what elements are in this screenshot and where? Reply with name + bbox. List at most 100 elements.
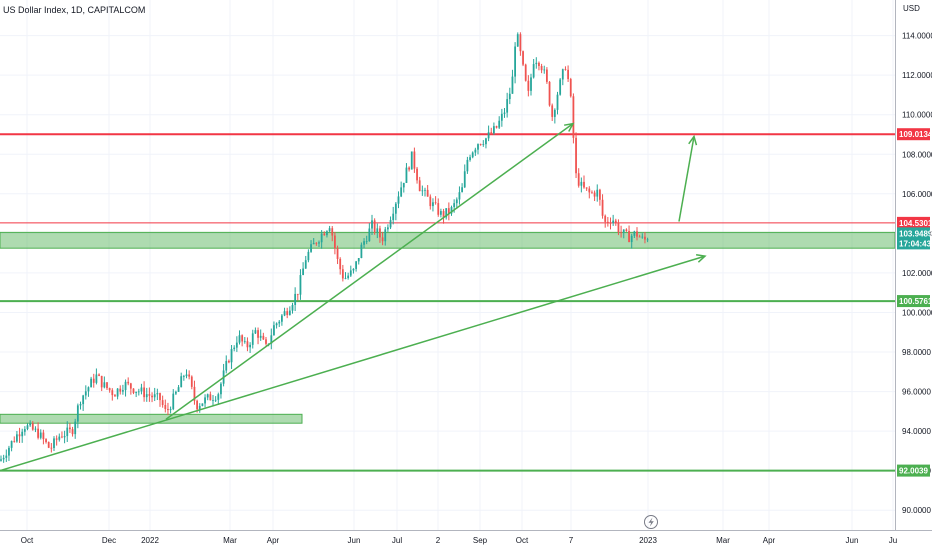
candle-body bbox=[548, 81, 551, 106]
candle-body bbox=[270, 335, 273, 344]
candle-body bbox=[161, 400, 164, 405]
time-tick-label: Ju bbox=[889, 536, 897, 545]
candle-body bbox=[209, 394, 212, 401]
zones bbox=[0, 231, 896, 424]
candle-body bbox=[119, 388, 122, 392]
candle-body bbox=[201, 403, 204, 406]
price-tick-label: 94.0000 bbox=[902, 427, 931, 436]
candle-body bbox=[204, 397, 206, 404]
candle-body bbox=[577, 173, 580, 186]
time-tick-label: Sep bbox=[473, 536, 488, 545]
candle-body bbox=[228, 360, 230, 363]
last-price-label: 103.9489 bbox=[899, 229, 932, 238]
candle-body bbox=[612, 220, 615, 224]
candle-body bbox=[37, 428, 39, 438]
horizontal-levels bbox=[0, 133, 895, 472]
candle-body bbox=[495, 126, 498, 128]
candle-body bbox=[140, 387, 143, 392]
candle-body bbox=[564, 69, 567, 71]
candle-body bbox=[591, 192, 593, 194]
candle-body bbox=[61, 436, 63, 438]
candle-body bbox=[124, 381, 127, 391]
candle-body bbox=[638, 236, 641, 238]
price-tick-label: 108.0000 bbox=[902, 150, 932, 159]
chart-title: US Dollar Index, 1D, CAPITALCOM bbox=[3, 5, 145, 15]
time-tick-label: Oct bbox=[21, 536, 34, 545]
candle-body bbox=[617, 222, 620, 233]
candle-body bbox=[243, 341, 246, 343]
candle-body bbox=[394, 203, 397, 214]
trendline bbox=[678, 136, 695, 222]
candle-body bbox=[318, 242, 320, 244]
candle-body bbox=[405, 167, 408, 183]
candle-body bbox=[628, 230, 630, 243]
candle-body bbox=[76, 405, 79, 422]
candle-body bbox=[604, 215, 607, 222]
candle-body bbox=[331, 228, 334, 236]
candle-body bbox=[45, 439, 47, 443]
candle-body bbox=[453, 203, 456, 208]
candle-body bbox=[334, 235, 336, 249]
candle-body bbox=[286, 311, 289, 315]
candle-body bbox=[455, 199, 458, 204]
candle-body bbox=[172, 393, 175, 410]
candle-body bbox=[185, 374, 188, 377]
price-tag bbox=[897, 295, 930, 308]
candle-body bbox=[532, 64, 535, 78]
candle-body bbox=[620, 232, 622, 234]
price-tag-label: 92.0039 bbox=[899, 467, 928, 476]
candle-body bbox=[410, 151, 413, 170]
candle-body bbox=[593, 192, 596, 197]
candle-body bbox=[614, 220, 617, 223]
candle-body bbox=[214, 399, 217, 401]
price-axis[interactable]: 90.000092.000094.000096.000098.0000100.0… bbox=[902, 32, 932, 516]
candle-body bbox=[235, 342, 238, 348]
candle-body bbox=[516, 34, 519, 47]
candle-body bbox=[641, 236, 644, 238]
candle-body bbox=[416, 168, 418, 181]
time-tick-label: 2 bbox=[436, 536, 441, 545]
candle-body bbox=[193, 386, 196, 401]
candle-body bbox=[575, 137, 577, 174]
candle-body bbox=[114, 395, 116, 397]
candle-body bbox=[508, 93, 511, 100]
candle-body bbox=[633, 231, 636, 236]
grid bbox=[0, 0, 895, 530]
candle-body bbox=[230, 349, 233, 363]
candle-body bbox=[63, 436, 66, 438]
candle-body bbox=[503, 112, 506, 114]
candle-body bbox=[217, 394, 220, 400]
candle-body bbox=[609, 222, 612, 224]
candle-body bbox=[278, 321, 281, 324]
time-axis[interactable]: Oct Dec 2022 Mar Apr Jun Jul 2 Sep Oct 7 2023 Mar Apr… bbox=[21, 536, 897, 545]
price-tick-label: 102.0000 bbox=[902, 269, 932, 278]
time-tick-label: Jun bbox=[846, 536, 859, 545]
candle-body bbox=[291, 304, 294, 311]
candle-body bbox=[251, 333, 254, 345]
candle-body bbox=[84, 391, 87, 396]
candle-body bbox=[180, 376, 183, 388]
countdown-label: 17:04:43 bbox=[899, 239, 932, 248]
candle-body bbox=[601, 199, 604, 216]
candle-body bbox=[137, 391, 140, 393]
candle-body bbox=[384, 229, 387, 242]
candle-body bbox=[153, 394, 156, 398]
candle-body bbox=[127, 381, 130, 384]
candle-body bbox=[148, 394, 151, 396]
candle-body bbox=[190, 376, 193, 387]
candle-body bbox=[349, 270, 352, 276]
candle-body bbox=[371, 220, 373, 229]
candle-body bbox=[58, 436, 61, 440]
candle-body bbox=[262, 335, 265, 340]
candle-body bbox=[151, 395, 153, 398]
candle-body bbox=[42, 432, 45, 440]
candle-body bbox=[514, 46, 516, 77]
candle-body bbox=[315, 242, 318, 244]
candle-body bbox=[432, 202, 434, 207]
price-tag-label: 109.0134 bbox=[899, 130, 932, 139]
lightning-icon[interactable] bbox=[644, 515, 658, 529]
time-tick-label: Oct bbox=[516, 536, 529, 545]
candle-body bbox=[522, 51, 524, 65]
